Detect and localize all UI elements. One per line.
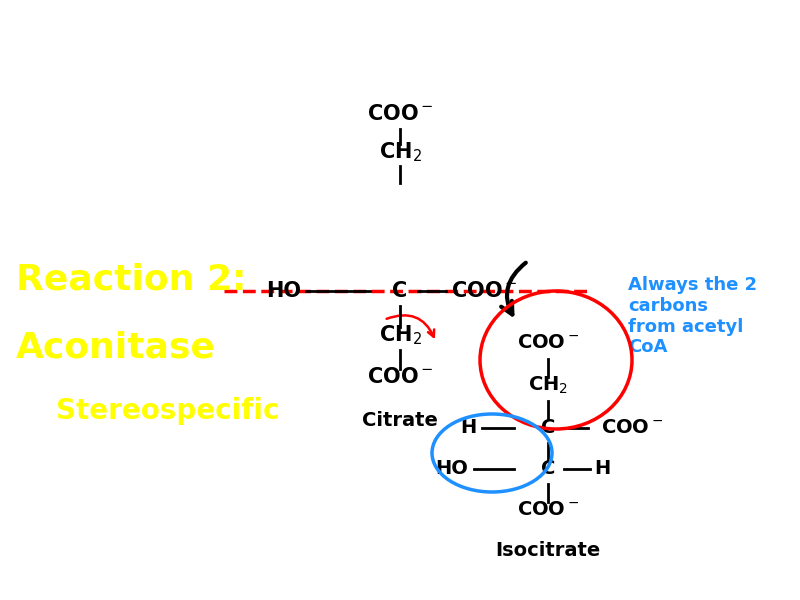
Text: HO: HO bbox=[266, 281, 302, 301]
Text: COO$^-$: COO$^-$ bbox=[517, 500, 579, 519]
Text: C: C bbox=[541, 418, 555, 437]
Text: Stereospecific: Stereospecific bbox=[56, 397, 279, 425]
Text: COO$^-$: COO$^-$ bbox=[366, 104, 434, 124]
Text: COO$^-$: COO$^-$ bbox=[601, 418, 663, 437]
Text: H: H bbox=[460, 418, 476, 437]
Text: COO$^-$: COO$^-$ bbox=[517, 332, 579, 352]
FancyArrowPatch shape bbox=[386, 316, 434, 337]
FancyArrowPatch shape bbox=[501, 263, 526, 314]
Text: COO$^-$: COO$^-$ bbox=[450, 281, 518, 301]
Text: Isocitrate: Isocitrate bbox=[495, 541, 601, 560]
Text: Reaction 2:: Reaction 2: bbox=[16, 262, 246, 296]
Text: CH$_2$: CH$_2$ bbox=[378, 140, 422, 164]
Text: CH$_2$: CH$_2$ bbox=[528, 374, 568, 396]
Text: Always the 2
carbons
from acetyl
CoA: Always the 2 carbons from acetyl CoA bbox=[628, 276, 757, 356]
Text: C: C bbox=[392, 281, 408, 301]
Text: C: C bbox=[541, 459, 555, 478]
Text: H: H bbox=[594, 459, 610, 478]
Text: Citrate: Citrate bbox=[362, 410, 438, 430]
Text: CH$_2$: CH$_2$ bbox=[378, 323, 422, 347]
Text: Aconitase: Aconitase bbox=[16, 331, 216, 365]
Text: COO$^-$: COO$^-$ bbox=[366, 367, 434, 387]
Text: HO: HO bbox=[435, 459, 469, 478]
